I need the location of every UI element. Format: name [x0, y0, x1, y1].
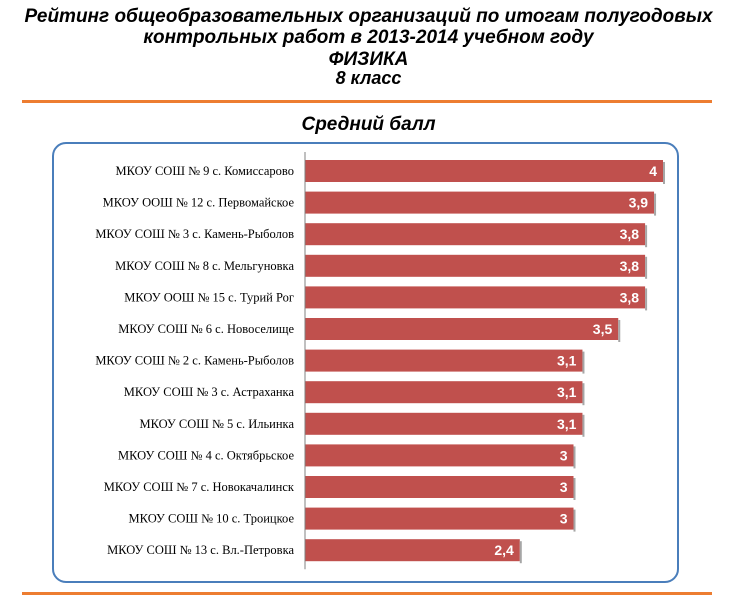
- title-line-1: Рейтинг общеобразовательных организаций …: [24, 6, 713, 27]
- category-label: МКОУ СОШ № 5 с. Ильинка: [139, 417, 294, 431]
- bar: [305, 507, 574, 530]
- value-label: 3,8: [620, 258, 640, 274]
- bar-shadow: [582, 414, 585, 437]
- value-label: 3: [560, 511, 568, 527]
- category-label: МКОУ СОШ № 2 с. Камень-Рыболов: [95, 354, 294, 368]
- bar: [305, 160, 663, 182]
- category-label: МКОУ ООШ № 12 с. Первомайское: [103, 196, 295, 210]
- value-label: 3,1: [557, 353, 577, 369]
- category-label: МКОУ СОШ № 13 с. Вл.-Петровка: [107, 543, 294, 557]
- bottom-divider: [22, 592, 712, 595]
- bar: [305, 349, 583, 372]
- value-label: 4: [649, 163, 657, 179]
- bar: [305, 381, 583, 404]
- top-divider: [22, 100, 712, 103]
- value-label: 3,5: [593, 321, 613, 337]
- bar-shadow: [618, 320, 621, 342]
- bar: [305, 223, 646, 246]
- bar-shadow: [654, 193, 657, 216]
- bar-shadow: [663, 162, 665, 184]
- value-label: 3,8: [620, 226, 640, 242]
- value-label: 3,9: [629, 195, 649, 211]
- bar: [305, 476, 574, 498]
- value-label: 3,1: [557, 384, 577, 400]
- bar-shadow: [573, 446, 576, 469]
- category-label: МКОУ СОШ № 3 с. Камень-Рыболов: [95, 227, 294, 241]
- bar: [305, 539, 520, 562]
- value-label: 3: [560, 479, 568, 495]
- value-label: 2,4: [494, 542, 514, 558]
- bar: [305, 318, 619, 340]
- bar-chart: МКОУ СОШ № 9 с. Комиссарово 4 МКОУ ООШ № 1…: [95, 152, 665, 570]
- bar-shadow: [645, 288, 648, 311]
- value-label: 3,1: [557, 416, 577, 432]
- bar-shadow: [573, 478, 576, 500]
- category-label: МКОУ СОШ № 9 с. Комиссарово: [116, 164, 294, 178]
- bar-shadow: [519, 541, 522, 564]
- page-header: Рейтинг общеобразовательных организаций …: [0, 6, 737, 88]
- bar-shadow: [573, 509, 576, 532]
- value-label: 3,8: [620, 289, 640, 305]
- value-label: 3: [560, 447, 568, 463]
- bar-shadow: [645, 225, 648, 248]
- category-label: МКОУ СОШ № 6 с. Новоселище: [118, 322, 294, 336]
- category-label: МКОУ СОШ № 3 с. Астраханка: [124, 385, 295, 399]
- bar-shadow: [582, 383, 585, 406]
- category-label: МКОУ СОШ № 4 с. Октябрьское: [118, 448, 294, 462]
- bar: [305, 412, 583, 435]
- grade-title: 8 класс: [335, 68, 402, 88]
- subject-title: ФИЗИКА: [328, 49, 409, 70]
- category-label: МКОУ СОШ № 8 с. Мельгуновка: [115, 259, 294, 273]
- title-line-2: контрольных работ в 2013-2014 учебном го…: [143, 27, 594, 48]
- category-label: МКОУ СОШ № 7 с. Новокачалинск: [104, 480, 295, 494]
- category-label: МКОУ ООШ № 15 с. Турий Рог: [124, 290, 294, 304]
- bar: [305, 191, 655, 214]
- bar: [305, 286, 646, 309]
- bar: [305, 444, 574, 467]
- category-label: МКОУ СОШ № 10 с. Троицкое: [129, 512, 295, 526]
- chart-title: Средний балл: [301, 114, 436, 135]
- bar-shadow: [645, 256, 648, 279]
- bar-shadow: [582, 351, 585, 374]
- bar: [305, 254, 646, 277]
